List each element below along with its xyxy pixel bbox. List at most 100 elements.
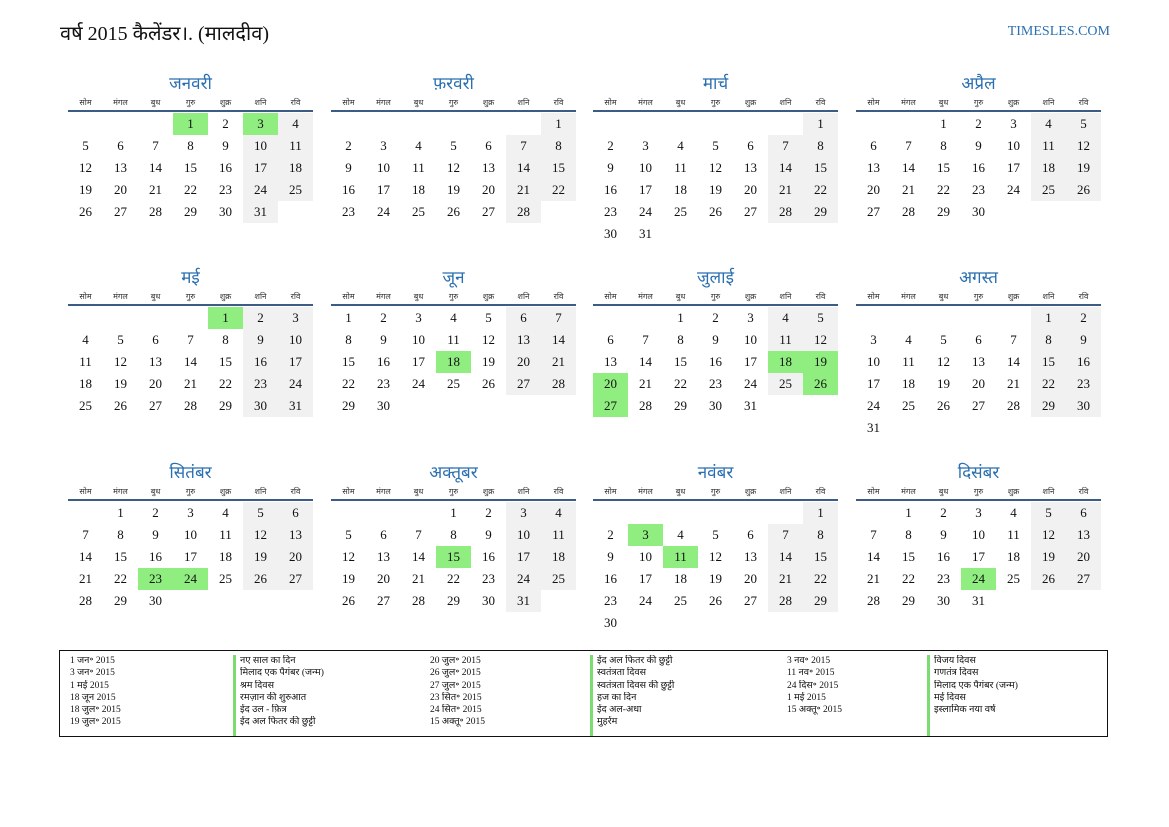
day-cell[interactable]: 6: [975, 332, 982, 347]
day-cell[interactable]: 9: [345, 160, 352, 175]
day-cell[interactable]: 2: [975, 116, 982, 131]
day-cell[interactable]: 11: [412, 160, 425, 175]
day-cell[interactable]: 12: [79, 160, 92, 175]
day-cell[interactable]: 26: [709, 593, 722, 608]
holiday-day-cell[interactable]: 23: [138, 568, 173, 590]
day-cell[interactable]: 26: [482, 376, 495, 391]
day-cell[interactable]: 6: [380, 527, 387, 542]
day-cell[interactable]: 6: [506, 307, 541, 329]
day-cell[interactable]: 12: [482, 332, 495, 347]
day-cell[interactable]: 21: [768, 568, 803, 590]
day-cell[interactable]: 9: [607, 549, 614, 564]
day-cell[interactable]: 18: [674, 182, 687, 197]
day-cell[interactable]: 9: [380, 332, 387, 347]
holiday-day-cell[interactable]: 1: [208, 307, 243, 329]
day-cell[interactable]: 16: [709, 354, 722, 369]
day-cell[interactable]: 24: [506, 568, 541, 590]
day-cell[interactable]: 25: [412, 204, 425, 219]
day-cell[interactable]: 28: [149, 204, 162, 219]
day-cell[interactable]: 23: [219, 182, 232, 197]
day-cell[interactable]: 9: [1066, 329, 1101, 351]
day-cell[interactable]: 23: [482, 571, 495, 586]
day-cell[interactable]: 15: [342, 354, 355, 369]
day-cell[interactable]: 22: [541, 179, 576, 201]
day-cell[interactable]: 19: [243, 546, 278, 568]
day-cell[interactable]: 15: [184, 160, 197, 175]
day-cell[interactable]: 2: [345, 138, 352, 153]
day-cell[interactable]: 23: [1066, 373, 1101, 395]
day-cell[interactable]: 12: [447, 160, 460, 175]
day-cell[interactable]: 31: [972, 593, 985, 608]
day-cell[interactable]: 30: [482, 593, 495, 608]
day-cell[interactable]: 2: [152, 505, 159, 520]
day-cell[interactable]: 17: [744, 354, 757, 369]
day-cell[interactable]: 29: [803, 201, 838, 223]
day-cell[interactable]: 19: [709, 571, 722, 586]
day-cell[interactable]: 13: [278, 524, 313, 546]
day-cell[interactable]: 5: [117, 332, 124, 347]
day-cell[interactable]: 21: [79, 571, 92, 586]
day-cell[interactable]: 27: [744, 204, 757, 219]
day-cell[interactable]: 30: [604, 615, 617, 630]
holiday-day-cell[interactable]: 26: [803, 373, 838, 395]
day-cell[interactable]: 29: [342, 398, 355, 413]
day-cell[interactable]: 5: [450, 138, 457, 153]
day-cell[interactable]: 4: [278, 113, 313, 135]
day-cell[interactable]: 12: [1031, 524, 1066, 546]
day-cell[interactable]: 8: [345, 332, 352, 347]
day-cell[interactable]: 17: [506, 546, 541, 568]
day-cell[interactable]: 13: [744, 549, 757, 564]
day-cell[interactable]: 3: [1010, 116, 1017, 131]
day-cell[interactable]: 28: [768, 590, 803, 612]
day-cell[interactable]: 15: [1031, 351, 1066, 373]
day-cell[interactable]: 19: [482, 354, 495, 369]
day-cell[interactable]: 25: [674, 204, 687, 219]
day-cell[interactable]: 6: [117, 138, 124, 153]
day-cell[interactable]: 7: [187, 332, 194, 347]
day-cell[interactable]: 21: [1007, 376, 1020, 391]
day-cell[interactable]: 18: [541, 546, 576, 568]
day-cell[interactable]: 10: [377, 160, 390, 175]
day-cell[interactable]: 29: [184, 204, 197, 219]
day-cell[interactable]: 15: [219, 354, 232, 369]
day-cell[interactable]: 24: [1007, 182, 1020, 197]
day-cell[interactable]: 4: [415, 138, 422, 153]
day-cell[interactable]: 27: [377, 593, 390, 608]
day-cell[interactable]: 18: [1007, 549, 1020, 564]
day-cell[interactable]: 16: [972, 160, 985, 175]
day-cell[interactable]: 23: [604, 593, 617, 608]
day-cell[interactable]: 20: [972, 376, 985, 391]
day-cell[interactable]: 20: [482, 182, 495, 197]
day-cell[interactable]: 5: [243, 502, 278, 524]
day-cell[interactable]: 8: [803, 524, 838, 546]
day-cell[interactable]: 25: [1007, 571, 1020, 586]
holiday-day-cell[interactable]: 11: [663, 546, 698, 568]
day-cell[interactable]: 27: [278, 568, 313, 590]
day-cell[interactable]: 14: [541, 329, 576, 351]
day-cell[interactable]: 29: [447, 593, 460, 608]
day-cell[interactable]: 7: [415, 527, 422, 542]
day-cell[interactable]: 18: [219, 549, 232, 564]
day-cell[interactable]: 25: [902, 398, 915, 413]
day-cell[interactable]: 6: [870, 138, 877, 153]
day-cell[interactable]: 16: [937, 549, 950, 564]
day-cell[interactable]: 3: [642, 138, 649, 153]
day-cell[interactable]: 22: [1031, 373, 1066, 395]
day-cell[interactable]: 17: [243, 157, 278, 179]
day-cell[interactable]: 8: [677, 332, 684, 347]
day-cell[interactable]: 22: [902, 571, 915, 586]
day-cell[interactable]: 14: [768, 157, 803, 179]
day-cell[interactable]: 14: [79, 549, 92, 564]
day-cell[interactable]: 13: [972, 354, 985, 369]
day-cell[interactable]: 31: [506, 590, 541, 612]
day-cell[interactable]: 17: [377, 182, 390, 197]
day-cell[interactable]: 11: [278, 135, 313, 157]
day-cell[interactable]: 29: [674, 398, 687, 413]
day-cell[interactable]: 28: [184, 398, 197, 413]
day-cell[interactable]: 28: [541, 373, 576, 395]
day-cell[interactable]: 8: [803, 135, 838, 157]
day-cell[interactable]: 9: [152, 527, 159, 542]
day-cell[interactable]: 24: [377, 204, 390, 219]
day-cell[interactable]: 10: [184, 527, 197, 542]
day-cell[interactable]: 31: [278, 395, 313, 417]
